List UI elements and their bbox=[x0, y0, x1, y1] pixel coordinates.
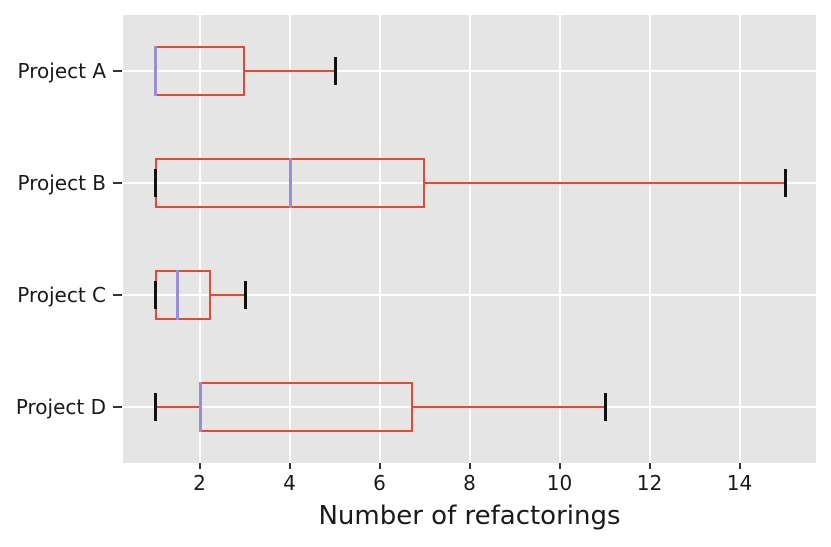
whisker-cap-high bbox=[243, 281, 247, 309]
x-tick-label: 14 bbox=[726, 471, 753, 495]
whisker-cap-low bbox=[153, 393, 157, 421]
whisker-cap-high bbox=[333, 57, 337, 85]
whisker-high bbox=[413, 406, 605, 408]
x-tick-label: 6 bbox=[373, 471, 386, 495]
y-tick-label: Project B bbox=[17, 171, 106, 195]
x-tick-label: 10 bbox=[546, 471, 573, 495]
x-tick-label: 2 bbox=[193, 471, 206, 495]
median-line bbox=[198, 382, 202, 432]
whisker-high bbox=[424, 182, 785, 184]
median-line bbox=[176, 270, 179, 320]
whisker-cap-high bbox=[783, 169, 787, 197]
gridline-horizontal bbox=[123, 70, 816, 72]
x-axis-title: Number of refactorings bbox=[318, 501, 621, 531]
x-tick-mark bbox=[558, 463, 561, 469]
box-iqr bbox=[154, 270, 211, 320]
median-line bbox=[288, 158, 292, 208]
plot-area bbox=[123, 15, 816, 463]
y-tick-mark bbox=[113, 406, 122, 408]
whisker-low bbox=[154, 406, 200, 408]
whisker-cap-low bbox=[153, 169, 157, 197]
x-tick-mark bbox=[648, 463, 651, 469]
box-iqr bbox=[199, 382, 414, 432]
median-line bbox=[153, 46, 157, 96]
x-tick-mark bbox=[198, 463, 201, 469]
y-tick-label: Project A bbox=[17, 59, 106, 83]
gridline-vertical bbox=[198, 15, 201, 463]
whisker-high bbox=[210, 294, 245, 296]
y-tick-mark bbox=[113, 70, 122, 72]
gridline-vertical bbox=[288, 15, 291, 463]
box-iqr bbox=[154, 46, 245, 96]
y-tick-label: Project D bbox=[15, 395, 106, 419]
x-tick-label: 4 bbox=[283, 471, 296, 495]
y-tick-label: Project C bbox=[17, 283, 106, 307]
x-tick-mark bbox=[378, 463, 381, 469]
whisker-high bbox=[244, 70, 335, 72]
whisker-cap-high bbox=[603, 393, 607, 421]
x-tick-label: 12 bbox=[636, 471, 663, 495]
gridline-vertical bbox=[648, 15, 651, 463]
gridline-vertical bbox=[378, 15, 381, 463]
x-tick-mark bbox=[738, 463, 741, 469]
gridline-vertical bbox=[738, 15, 741, 463]
gridline-vertical bbox=[558, 15, 561, 463]
x-tick-mark bbox=[288, 463, 291, 469]
gridline-vertical bbox=[468, 15, 471, 463]
gridline-horizontal bbox=[123, 294, 816, 296]
whisker-cap-low bbox=[153, 281, 157, 309]
y-tick-mark bbox=[113, 182, 122, 184]
x-tick-mark bbox=[468, 463, 471, 469]
x-tick-label: 8 bbox=[463, 471, 476, 495]
y-tick-mark bbox=[113, 294, 122, 296]
